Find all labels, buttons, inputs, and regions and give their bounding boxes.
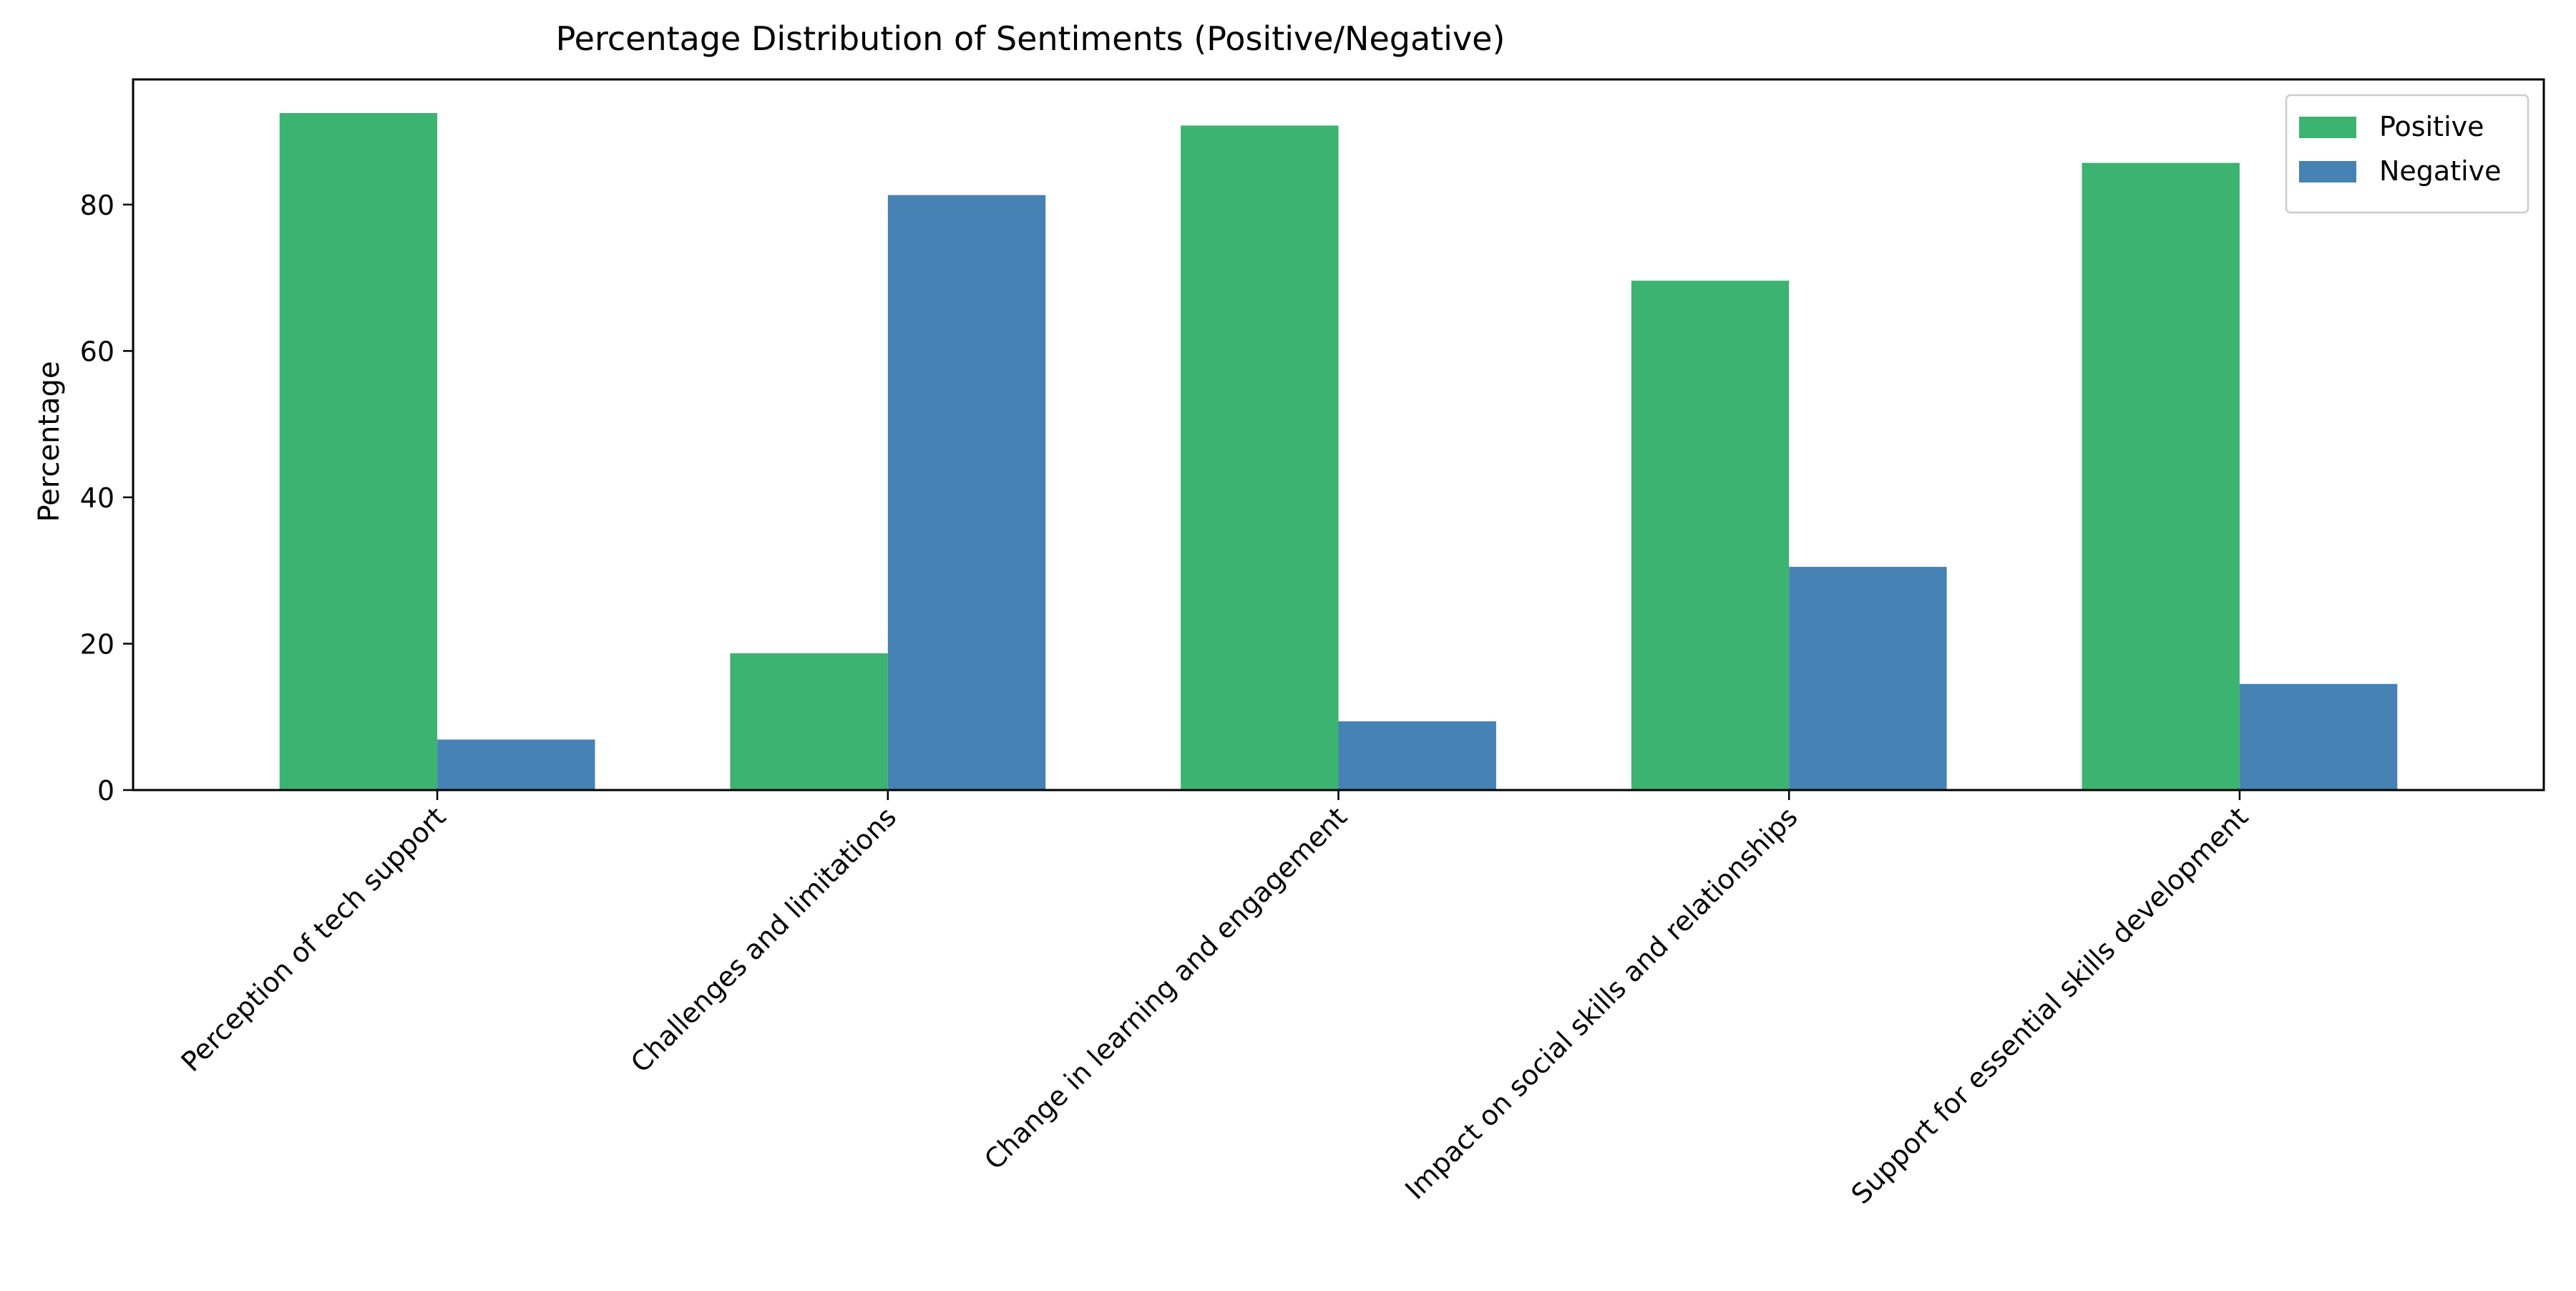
legend-swatch-positive (2299, 117, 2356, 138)
bars-layer (279, 113, 2398, 791)
bar-negative-4 (2239, 683, 2398, 790)
bar-negative-2 (1338, 721, 1496, 790)
y-tick-label: 60 (80, 336, 114, 367)
legend-swatch-negative (2299, 161, 2356, 182)
chart-title: Percentage Distribution of Sentiments (P… (556, 19, 1506, 58)
bar-positive-2 (1181, 125, 1339, 790)
bar-positive-0 (279, 113, 438, 790)
bar-negative-1 (887, 195, 1046, 791)
legend: Positive Negative (2285, 94, 2529, 214)
y-tick-label: 80 (80, 190, 114, 221)
y-axis-label: Percentage (33, 361, 66, 522)
y-tick-label: 40 (80, 482, 114, 514)
bar-positive-1 (730, 653, 888, 790)
y-tick-label: 20 (80, 628, 114, 660)
bar-negative-3 (1789, 567, 1947, 790)
bar-positive-3 (1631, 281, 1790, 790)
bar-positive-4 (2082, 162, 2240, 791)
bar-negative-0 (437, 739, 595, 790)
legend-label-positive: Positive (2379, 111, 2484, 142)
legend-label-negative: Negative (2379, 155, 2502, 187)
y-tick-label: 0 (97, 775, 114, 807)
